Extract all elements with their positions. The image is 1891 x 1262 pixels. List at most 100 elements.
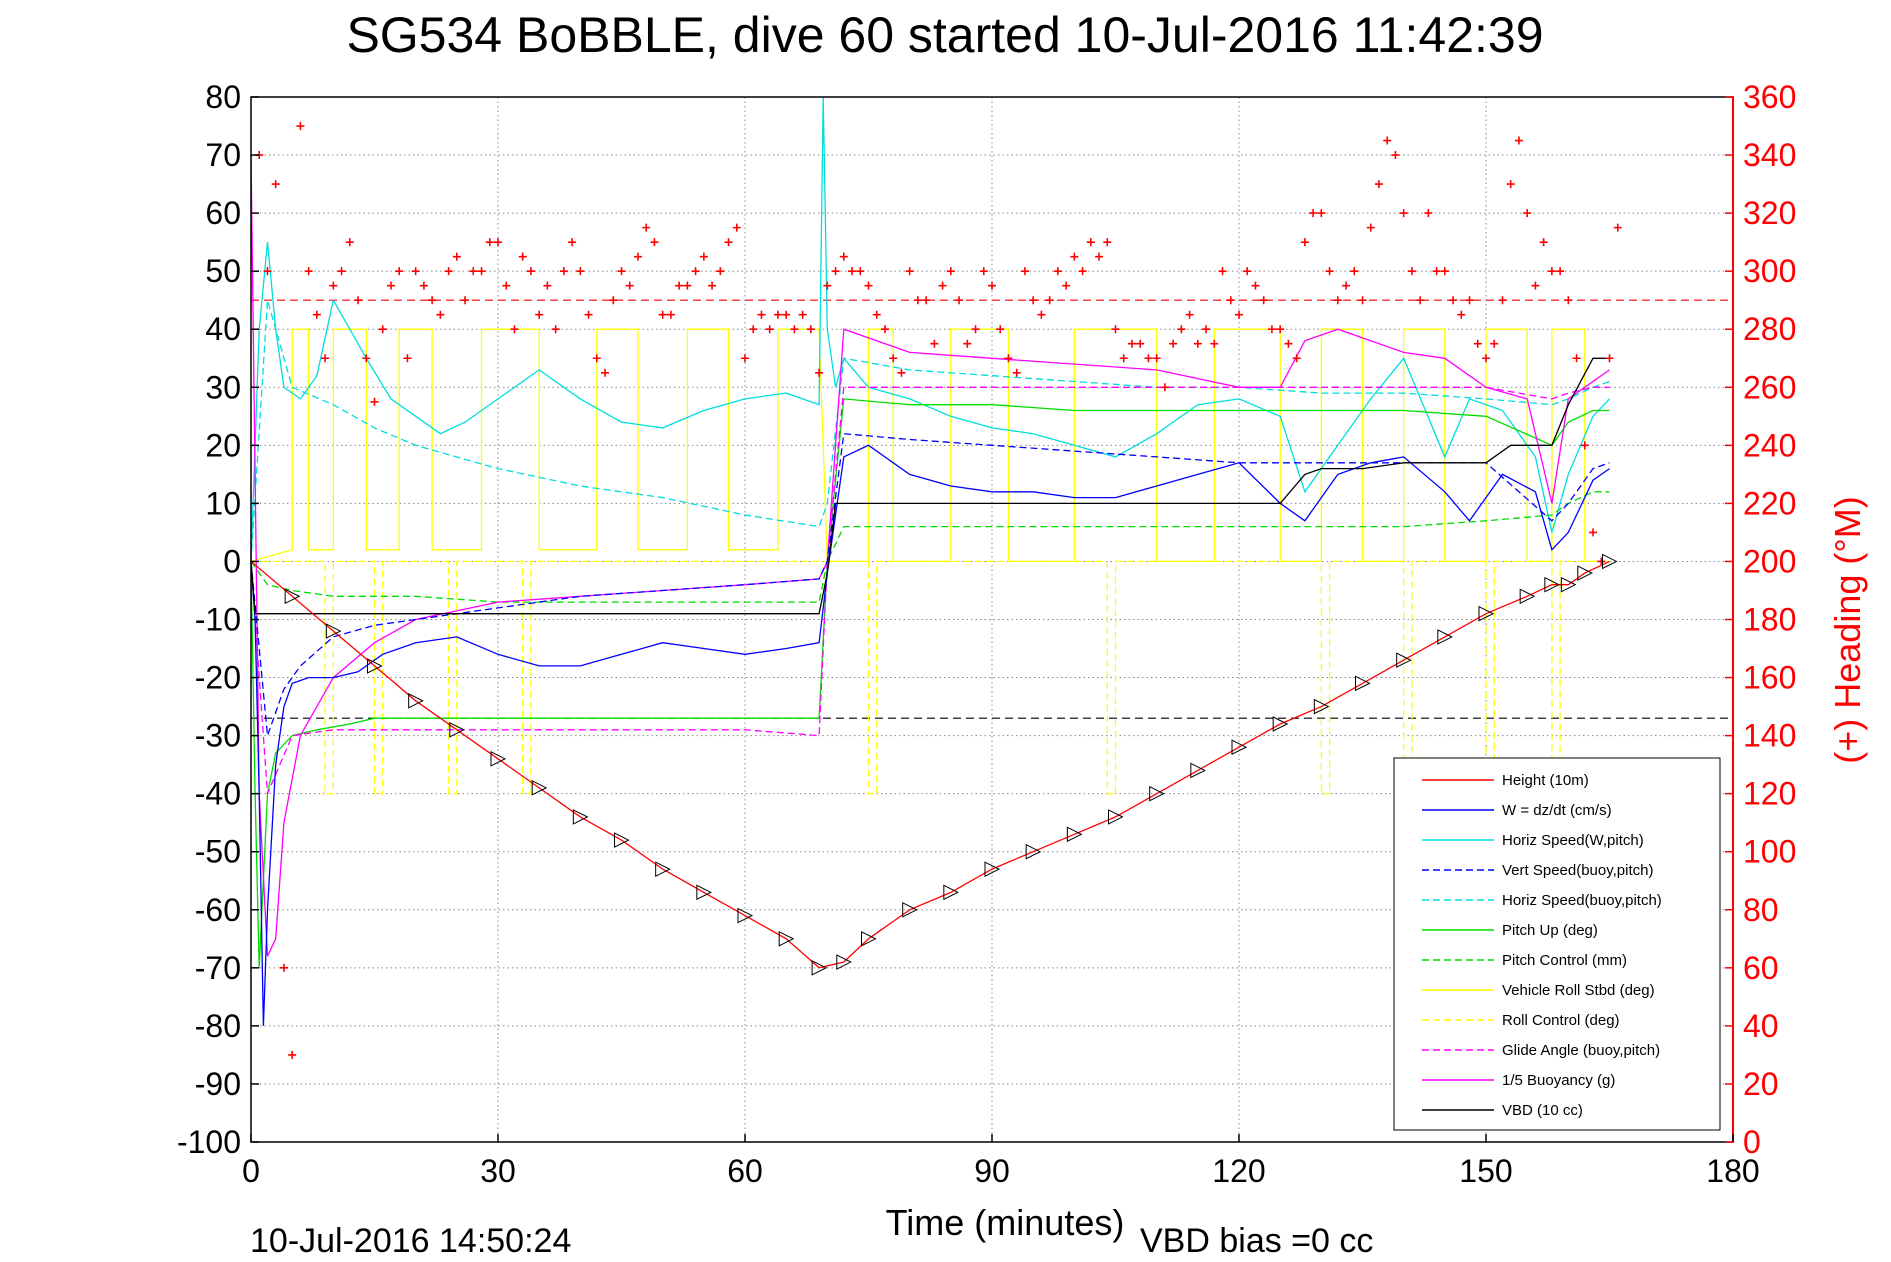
- legend-label: Vert Speed(buoy,pitch): [1502, 862, 1653, 879]
- heading-marker: [551, 325, 560, 334]
- heading-marker: [1243, 267, 1252, 276]
- heading-marker: [633, 252, 642, 261]
- footer-vbd-bias: VBD bias =0 cc: [1140, 1222, 1373, 1260]
- x-tick-label: 60: [727, 1153, 763, 1189]
- height-marker: [1560, 576, 1577, 593]
- y-right-tick-label: 260: [1743, 369, 1796, 405]
- heading-marker: [946, 267, 955, 276]
- heading-marker: [502, 281, 511, 290]
- heading-marker: [337, 267, 346, 276]
- heading-marker: [1383, 136, 1392, 145]
- heading-marker: [1416, 296, 1425, 305]
- heading-marker: [979, 267, 988, 276]
- heading-marker: [263, 267, 272, 276]
- heading-marker: [469, 267, 478, 276]
- height-marker: [531, 780, 548, 796]
- legend-label: Horiz Speed(W,pitch): [1502, 832, 1644, 849]
- height-markers: [284, 553, 1618, 976]
- heading-marker: [1366, 223, 1375, 232]
- series-line-pitch_ctl: [250, 491, 1610, 603]
- heading-marker: [988, 281, 996, 290]
- heading-marker: [1095, 252, 1104, 261]
- height-marker: [836, 954, 852, 970]
- height-marker: [984, 861, 1001, 877]
- heading-marker: [526, 267, 535, 276]
- height-marker: [1577, 565, 1593, 581]
- heading-marker: [1457, 310, 1466, 319]
- heading-marker: [576, 267, 585, 276]
- series-line-height: [250, 560, 1610, 969]
- heading-marker: [1210, 339, 1219, 348]
- heading-marker: [848, 267, 857, 276]
- height-marker: [655, 861, 671, 877]
- heading-marker: [724, 238, 733, 247]
- y-right-tick-label: 340: [1743, 137, 1796, 173]
- heading-marker: [1160, 383, 1169, 392]
- series-line-vbd: [250, 357, 1610, 615]
- heading-marker: [1597, 557, 1606, 566]
- y-tick-label: -40: [195, 776, 241, 812]
- y-axis-right-ticks: 3603403203002802602402202001801601401201…: [1725, 79, 1796, 1160]
- y-tick-label: -30: [195, 718, 241, 754]
- y-tick-label: -90: [195, 1066, 241, 1102]
- heading-marker: [938, 281, 947, 290]
- heading-marker: [1490, 339, 1499, 348]
- heading-marker: [386, 281, 395, 290]
- y-right-tick-label: 280: [1743, 311, 1796, 347]
- y-tick-label: 0: [223, 543, 241, 579]
- heading-marker: [815, 368, 824, 377]
- heading-marker: [1572, 354, 1581, 363]
- legend-label: VBD (10 cc): [1502, 1102, 1583, 1119]
- heading-marker: [905, 267, 914, 276]
- heading-marker: [601, 368, 610, 377]
- heading-marker: [708, 281, 717, 290]
- y-right-tick-label: 80: [1743, 892, 1779, 928]
- y-right-tick-label: 0: [1743, 1124, 1761, 1160]
- heading-marker: [675, 281, 684, 290]
- heading-marker: [1029, 296, 1038, 305]
- heading-marker: [1169, 339, 1178, 348]
- height-marker: [1602, 553, 1618, 570]
- height-marker: [1437, 629, 1453, 645]
- heading-marker: [362, 354, 371, 363]
- heading-marker: [444, 267, 453, 276]
- heading-marker: [609, 296, 618, 305]
- heading-marker: [485, 238, 494, 247]
- heading-marker: [428, 296, 437, 305]
- heading-marker: [436, 310, 445, 319]
- heading-marker: [831, 267, 840, 276]
- legend-label: 1/5 Buoyancy (g): [1502, 1072, 1615, 1089]
- series-line-pitch: [250, 398, 1610, 968]
- heading-marker: [279, 963, 288, 972]
- heading-marker: [741, 354, 749, 363]
- heading-marker: [872, 310, 881, 319]
- y-right-tick-label: 300: [1743, 253, 1796, 289]
- heading-marker: [370, 397, 379, 406]
- legend-label: Glide Angle (buoy,pitch): [1502, 1042, 1660, 1059]
- heading-marker: [452, 252, 461, 261]
- heading-marker: [1407, 267, 1416, 276]
- heading-marker: [584, 310, 593, 319]
- heading-marker: [1152, 354, 1161, 363]
- heading-marker: [1473, 339, 1482, 348]
- height-marker: [902, 901, 918, 918]
- legend-label: Horiz Speed(buoy,pitch): [1502, 892, 1662, 909]
- heading-marker: [1333, 296, 1342, 305]
- height-marker: [408, 692, 424, 709]
- heading-marker: [345, 238, 354, 247]
- heading-marker: [543, 281, 552, 290]
- heading-marker: [321, 354, 330, 363]
- heading-marker: [856, 267, 865, 276]
- chart-title: SG534 BoBBLE, dive 60 started 10-Jul-201…: [346, 7, 1543, 63]
- heading-marker: [1193, 339, 1202, 348]
- height-marker: [1190, 762, 1206, 779]
- height-marker: [696, 884, 712, 901]
- heading-marker: [510, 325, 519, 334]
- height-marker: [1149, 785, 1165, 802]
- heading-marker: [1276, 325, 1285, 334]
- y-tick-label: 50: [205, 253, 241, 289]
- y-right-tick-label: 40: [1743, 1008, 1779, 1044]
- height-marker: [1025, 843, 1042, 860]
- heading-marker: [930, 339, 939, 348]
- heading-marker: [1506, 180, 1515, 189]
